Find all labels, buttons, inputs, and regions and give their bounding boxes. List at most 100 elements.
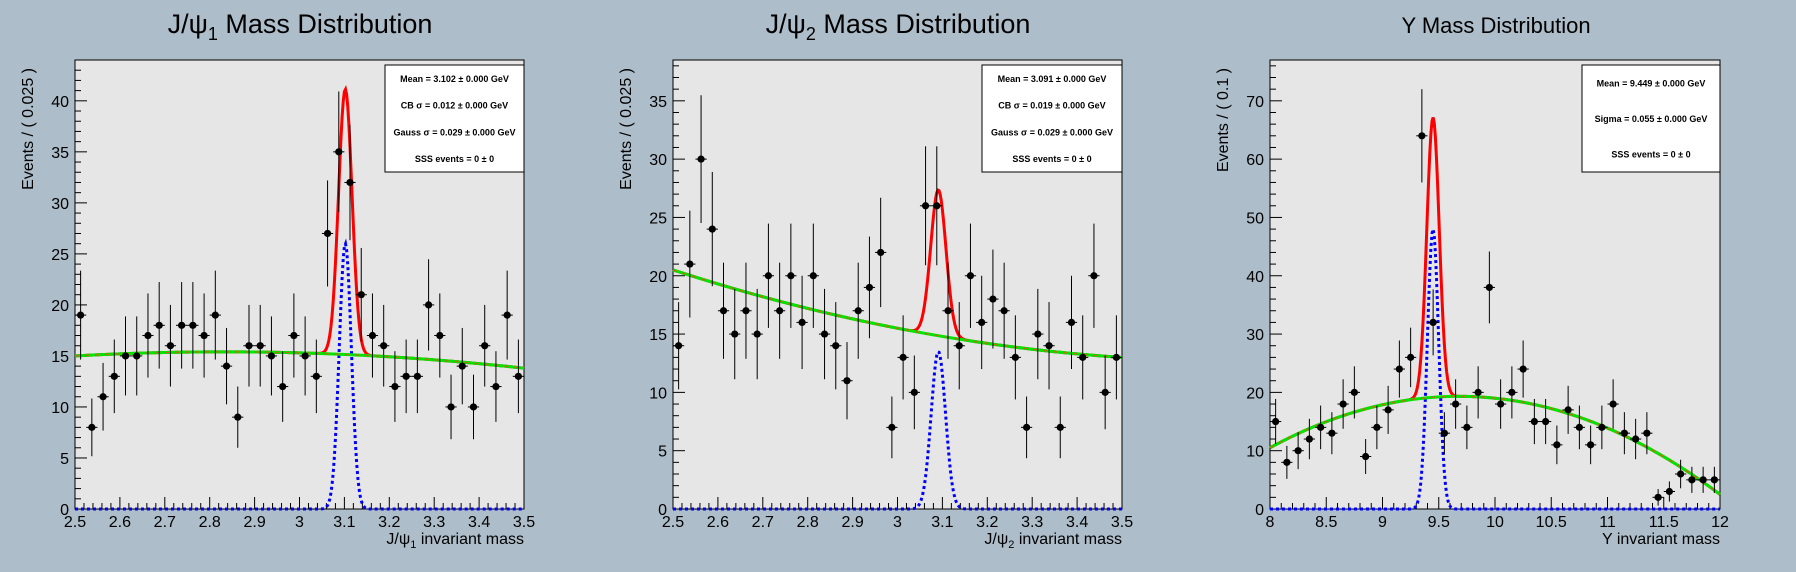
data-point <box>1461 405 1473 450</box>
signal-curve <box>673 349 1122 511</box>
data-point <box>1697 466 1709 493</box>
x-tick-label: 2.6 <box>707 514 729 531</box>
data-point <box>1292 432 1304 470</box>
data-point <box>852 262 864 359</box>
stats-line: CB σ = 0.012 ± 0.000 GeV <box>401 101 508 111</box>
data-point <box>673 302 685 390</box>
chart-title: J/ψ1 Mass Distribution <box>168 9 433 44</box>
y-tick-label: 15 <box>649 327 667 344</box>
y-tick-label: 5 <box>60 451 69 468</box>
y-axis-label: Events / ( 0.025 ) <box>20 68 37 190</box>
y-tick-label: 30 <box>51 196 69 213</box>
data-point <box>1517 340 1529 398</box>
data-point <box>1348 366 1360 419</box>
x-tick-label: 2.6 <box>109 514 131 531</box>
data-point <box>1326 412 1338 455</box>
x-axis-label: J/ψ1 invariant mass <box>386 531 524 551</box>
data-point <box>288 293 300 378</box>
data-point <box>762 223 775 328</box>
y-tick-label: 25 <box>51 247 69 264</box>
y-tick-label: 20 <box>649 269 667 286</box>
data-point <box>919 146 932 266</box>
background-curve-dash <box>672 269 1123 358</box>
data-point <box>422 259 435 351</box>
data-point <box>1405 327 1417 388</box>
data-point <box>467 374 480 440</box>
data-point <box>1562 385 1574 434</box>
signal-curve <box>75 238 524 511</box>
data-point <box>1675 459 1687 489</box>
data-point <box>142 293 154 378</box>
background-curve <box>74 350 525 370</box>
stats-line: Gauss σ = 0.029 ± 0.000 GeV <box>991 127 1113 137</box>
data-point <box>886 396 898 459</box>
data-point <box>400 339 412 414</box>
chart-panel-3: Υ Mass Distribution Υ invariant mass Event… <box>1215 13 1729 548</box>
data-point <box>1032 288 1044 380</box>
data-point <box>176 282 188 369</box>
y-tick-label: 35 <box>649 94 667 111</box>
x-tick-label: 11 <box>1599 514 1616 531</box>
data-point <box>1573 405 1585 450</box>
data-point <box>1438 412 1450 455</box>
data-point <box>333 91 345 213</box>
data-point <box>1607 379 1619 429</box>
stats-box: Mean = 3.091 ± 0.000 GeV CB σ = 0.019 ± 0… <box>981 64 1123 173</box>
y-tick-label: 30 <box>1246 327 1264 344</box>
background-curve-dash <box>1269 395 1721 495</box>
data-point <box>1281 445 1293 479</box>
data-point <box>908 355 920 430</box>
data-point <box>976 275 988 370</box>
x-tick-label: 3 <box>893 514 902 531</box>
stats-box: Mean = 9.449 ± 0.000 GeV Sigma = 0.055 ± … <box>1581 64 1721 173</box>
data-point <box>198 293 210 378</box>
data-point <box>1303 418 1315 460</box>
x-tick-label: 10.5 <box>1536 514 1567 531</box>
y-tick-label: 25 <box>649 210 667 227</box>
data-point <box>1528 398 1540 445</box>
x-tick-label: 2.5 <box>662 514 684 531</box>
data-point <box>344 124 356 241</box>
data-point <box>1618 412 1630 455</box>
data-point <box>434 293 446 378</box>
y-tick-label: 20 <box>51 298 69 315</box>
x-tick-label: 3.3 <box>1021 514 1043 531</box>
x-axis-label: J/ψ2 invariant mass <box>984 531 1122 551</box>
stats-line: Gauss σ = 0.029 ± 0.000 GeV <box>394 127 516 137</box>
data-point <box>740 262 752 359</box>
chart-panel-2: J/ψ2 Mass Distribution J/ψ2 invariant mas… <box>618 9 1133 551</box>
stats-line: SSS events = 0 ± 0 <box>415 154 494 164</box>
data-point <box>1110 315 1122 400</box>
x-tick-label: 2.5 <box>64 514 86 531</box>
stats-box: Mean = 3.102 ± 0.000 GeV CB σ = 0.012 ± 0… <box>384 64 525 173</box>
data-point <box>1483 251 1495 324</box>
x-tick-label: 2.7 <box>154 514 176 531</box>
data-point <box>389 351 401 422</box>
x-tick-label: 8.5 <box>1315 514 1337 531</box>
data-point <box>1585 425 1597 465</box>
data-point <box>1663 481 1675 502</box>
data-point <box>209 270 221 360</box>
data-point <box>321 180 334 287</box>
data-point <box>265 316 278 396</box>
y-tick-label: 15 <box>51 349 69 366</box>
data-point <box>1054 396 1066 459</box>
data-point <box>942 262 954 359</box>
x-tick-label: 3.4 <box>1066 514 1088 531</box>
data-point <box>774 262 786 359</box>
stats-line: SSS events = 0 ± 0 <box>1012 154 1091 164</box>
data-point <box>1652 489 1664 506</box>
stats-line: SSS events = 0 ± 0 <box>1611 150 1690 160</box>
data-point <box>1641 412 1653 455</box>
x-tick-label: 2.8 <box>199 514 221 531</box>
stats-line: Mean = 9.449 ± 0.000 GeV <box>1597 78 1706 88</box>
y-tick-label: 5 <box>658 444 667 461</box>
x-tick-label: 3.2 <box>976 514 998 531</box>
data-point <box>987 249 999 349</box>
data-point <box>456 327 468 405</box>
data-point <box>1371 405 1383 450</box>
data-point <box>1065 275 1078 370</box>
x-tick-label: 8 <box>1266 514 1275 531</box>
data-point <box>153 282 165 369</box>
x-tick-label: 9.5 <box>1428 514 1450 531</box>
